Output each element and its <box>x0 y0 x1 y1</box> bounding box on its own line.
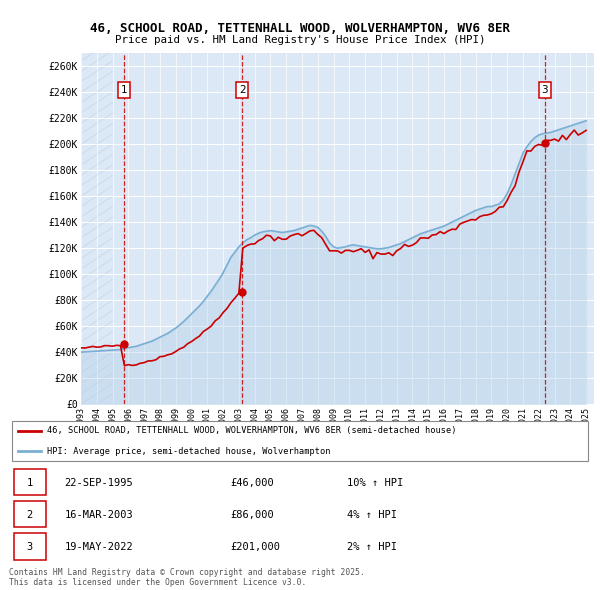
Text: Contains HM Land Registry data © Crown copyright and database right 2025.
This d: Contains HM Land Registry data © Crown c… <box>9 568 365 587</box>
Text: 22-SEP-1995: 22-SEP-1995 <box>64 478 133 488</box>
Text: 3: 3 <box>26 542 32 552</box>
Text: 2: 2 <box>239 85 245 95</box>
Text: 10% ↑ HPI: 10% ↑ HPI <box>347 478 403 488</box>
Text: 4% ↑ HPI: 4% ↑ HPI <box>347 510 397 520</box>
FancyBboxPatch shape <box>14 469 46 496</box>
Text: 46, SCHOOL ROAD, TETTENHALL WOOD, WOLVERHAMPTON, WV6 8ER: 46, SCHOOL ROAD, TETTENHALL WOOD, WOLVER… <box>90 22 510 35</box>
Text: 1: 1 <box>121 85 127 95</box>
Text: 46, SCHOOL ROAD, TETTENHALL WOOD, WOLVERHAMPTON, WV6 8ER (semi-detached house): 46, SCHOOL ROAD, TETTENHALL WOOD, WOLVER… <box>47 427 457 435</box>
Bar <box>81 53 113 404</box>
Text: HPI: Average price, semi-detached house, Wolverhampton: HPI: Average price, semi-detached house,… <box>47 447 331 455</box>
Text: 19-MAY-2022: 19-MAY-2022 <box>64 542 133 552</box>
Text: 1: 1 <box>26 478 32 488</box>
Text: 2% ↑ HPI: 2% ↑ HPI <box>347 542 397 552</box>
FancyBboxPatch shape <box>12 421 588 461</box>
Text: 3: 3 <box>541 85 548 95</box>
Text: £86,000: £86,000 <box>230 510 274 520</box>
Text: £201,000: £201,000 <box>230 542 280 552</box>
FancyBboxPatch shape <box>14 533 46 559</box>
Text: Price paid vs. HM Land Registry's House Price Index (HPI): Price paid vs. HM Land Registry's House … <box>115 35 485 45</box>
Text: 16-MAR-2003: 16-MAR-2003 <box>64 510 133 520</box>
Text: 2: 2 <box>26 510 32 520</box>
FancyBboxPatch shape <box>14 501 46 527</box>
Text: £46,000: £46,000 <box>230 478 274 488</box>
